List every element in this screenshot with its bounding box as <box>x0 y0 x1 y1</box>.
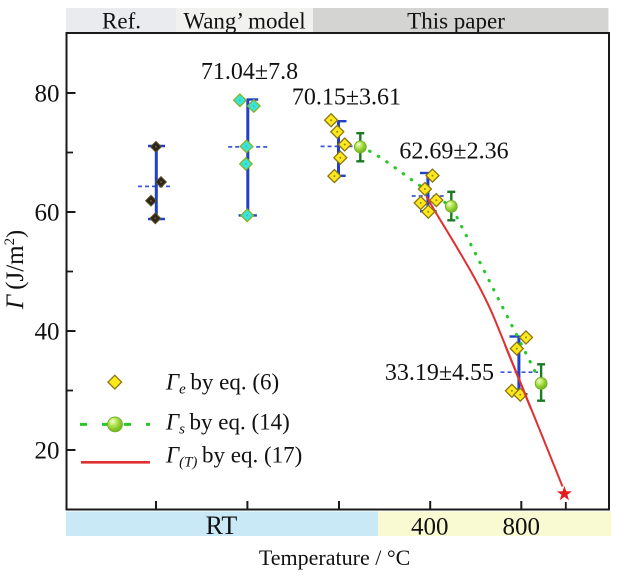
svg-text:Γ(T) by eq. (17): Γ(T) by eq. (17) <box>165 443 302 471</box>
svg-text:40: 40 <box>35 319 60 346</box>
svg-text:Temperature / °C: Temperature / °C <box>259 545 410 570</box>
svg-text:Γs by eq. (14): Γs by eq. (14) <box>165 410 290 438</box>
svg-text:71.04±7.8: 71.04±7.8 <box>201 59 298 85</box>
svg-text:400: 400 <box>411 514 449 541</box>
svg-text:800: 800 <box>503 514 541 541</box>
svg-text:33.19±4.55: 33.19±4.55 <box>385 360 494 386</box>
svg-text:RT: RT <box>206 511 238 540</box>
svg-text:62.69±2.36: 62.69±2.36 <box>399 139 508 165</box>
svg-text:80: 80 <box>35 81 60 108</box>
svg-text:Ref.: Ref. <box>102 9 141 34</box>
svg-text:70.15±3.61: 70.15±3.61 <box>292 85 401 111</box>
svg-text:60: 60 <box>35 200 60 227</box>
svg-text:Wang’ model: Wang’ model <box>183 9 305 34</box>
svg-text:Γe by eq. (6): Γe by eq. (6) <box>165 370 279 398</box>
svg-text:20: 20 <box>35 438 60 465</box>
svg-text:Γ (J/m2): Γ (J/m2) <box>2 230 29 310</box>
svg-text:This paper: This paper <box>407 9 505 34</box>
